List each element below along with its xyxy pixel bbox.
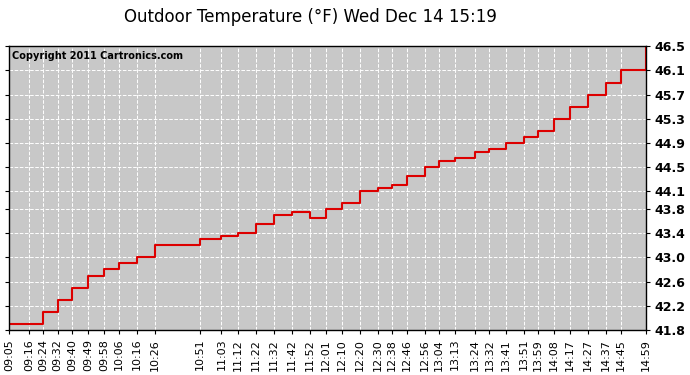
Text: Outdoor Temperature (°F) Wed Dec 14 15:19: Outdoor Temperature (°F) Wed Dec 14 15:1…: [124, 8, 497, 26]
Text: Copyright 2011 Cartronics.com: Copyright 2011 Cartronics.com: [12, 51, 184, 61]
